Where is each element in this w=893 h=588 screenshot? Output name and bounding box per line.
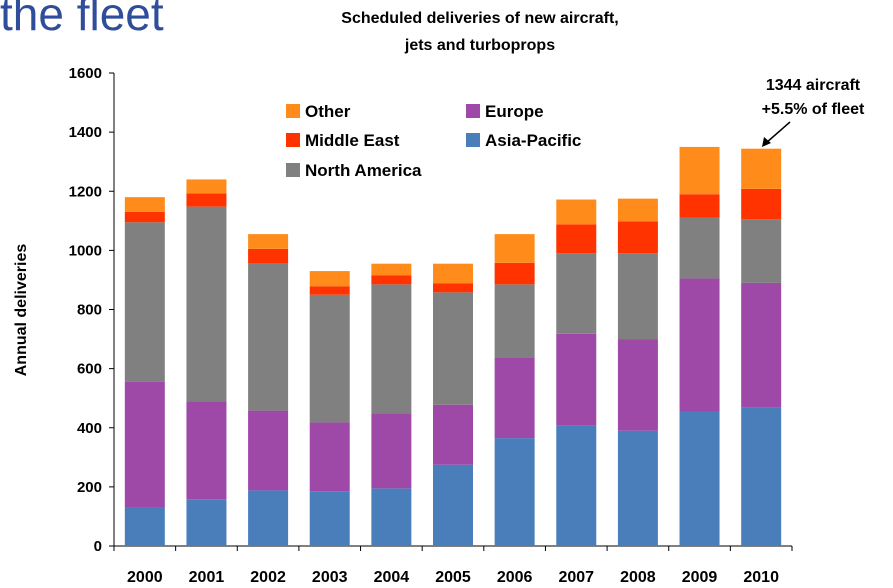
bar-segment — [309, 286, 350, 295]
bar-segment — [186, 206, 227, 402]
annotation: 1344 aircraft — [766, 77, 861, 94]
bar-segment — [124, 211, 165, 223]
bar-segment — [248, 234, 289, 249]
bar-segment — [617, 253, 658, 340]
bar-segment — [248, 410, 289, 491]
annotation-arrowhead — [762, 137, 771, 147]
bar-segment — [494, 284, 535, 358]
bar-segment — [741, 282, 782, 408]
legend-label: Other — [305, 102, 351, 121]
bar-segment — [124, 222, 165, 382]
bar-segment — [433, 283, 473, 293]
bar-segment — [494, 438, 535, 546]
legend-swatch — [286, 163, 300, 177]
bar-segment — [371, 413, 412, 489]
bar-segment — [433, 292, 473, 405]
bar-segment — [679, 146, 720, 195]
bar-segment — [741, 407, 782, 546]
bar-segment — [124, 507, 165, 546]
bar-segment — [617, 339, 658, 431]
y-tick-label: 1600 — [69, 65, 102, 82]
bar-segment — [309, 294, 350, 423]
x-tick-label: 2005 — [435, 569, 471, 586]
bar-segment — [124, 381, 165, 508]
bar-segment — [679, 278, 720, 412]
x-tick-label: 2004 — [374, 569, 410, 586]
bar-segment — [556, 253, 597, 334]
x-tick-label: 2009 — [682, 569, 718, 586]
y-tick-label: 1000 — [69, 242, 102, 259]
bar-segment — [741, 188, 782, 220]
bar-segment — [556, 425, 597, 546]
bar-segment — [309, 491, 350, 546]
bar-segment — [371, 488, 412, 546]
x-tick-label: 2002 — [250, 569, 286, 586]
x-tick-label: 2010 — [743, 569, 779, 586]
x-tick-label: 2003 — [312, 569, 348, 586]
legend-label: North America — [305, 161, 422, 180]
bar-segment — [186, 193, 227, 207]
bar-segment — [494, 262, 535, 285]
y-tick-label: 400 — [77, 420, 102, 437]
x-tick-label: 2006 — [497, 569, 533, 586]
legend-swatch — [466, 104, 480, 118]
bar-segment — [741, 219, 782, 283]
y-tick-label: 600 — [77, 361, 102, 378]
bar-segment — [494, 234, 535, 263]
bar-segment — [679, 411, 720, 546]
legend-swatch — [286, 104, 300, 118]
bar-segment — [186, 401, 227, 500]
annotation-arrow — [765, 121, 791, 144]
bar-segment — [433, 464, 473, 546]
legend-label: Europe — [485, 102, 544, 121]
bar-segment — [617, 430, 658, 546]
bar-segment — [741, 148, 782, 189]
annotation: +5.5% of fleet — [762, 101, 865, 118]
bar-segment — [433, 404, 473, 465]
page-heading: the fleet — [0, 0, 164, 40]
x-tick-label: 2008 — [620, 569, 656, 586]
bar-segment — [371, 284, 412, 414]
bar-segment — [617, 221, 658, 254]
bar-segment — [186, 499, 227, 546]
bar-segment — [556, 224, 597, 254]
bar-segment — [371, 275, 412, 285]
legend-swatch — [466, 133, 480, 147]
bar-segment — [309, 422, 350, 492]
x-tick-label: 2001 — [189, 569, 225, 586]
bar-segment — [248, 263, 289, 411]
y-tick-label: 1400 — [69, 124, 102, 141]
y-axis-label: Annual deliveries — [13, 244, 30, 377]
y-tick-label: 1200 — [69, 183, 102, 200]
x-tick-label: 2007 — [558, 569, 594, 586]
bar-segment — [617, 198, 658, 222]
legend-label: Middle East — [305, 131, 400, 150]
bar-segment — [556, 199, 597, 225]
legend-swatch — [286, 133, 300, 147]
chart-title: jets and turboprops — [404, 37, 555, 54]
bar-segment — [248, 490, 289, 546]
bar-segment — [186, 179, 227, 194]
bar-segment — [309, 271, 350, 287]
bar-segment — [556, 333, 597, 426]
chart-title: Scheduled deliveries of new aircraft, — [341, 10, 618, 27]
bar-segment — [371, 263, 412, 276]
legend-label: Asia-Pacific — [485, 131, 581, 150]
bar-segment — [248, 248, 289, 264]
bar-segment — [494, 357, 535, 439]
y-tick-label: 0 — [94, 538, 102, 555]
bar-segment — [679, 217, 720, 279]
bar-segment — [679, 194, 720, 218]
x-tick-label: 2000 — [127, 569, 163, 586]
bar-segment — [124, 197, 165, 212]
y-tick-label: 200 — [77, 479, 102, 496]
bar-segment — [433, 263, 473, 284]
y-tick-label: 800 — [77, 302, 102, 319]
